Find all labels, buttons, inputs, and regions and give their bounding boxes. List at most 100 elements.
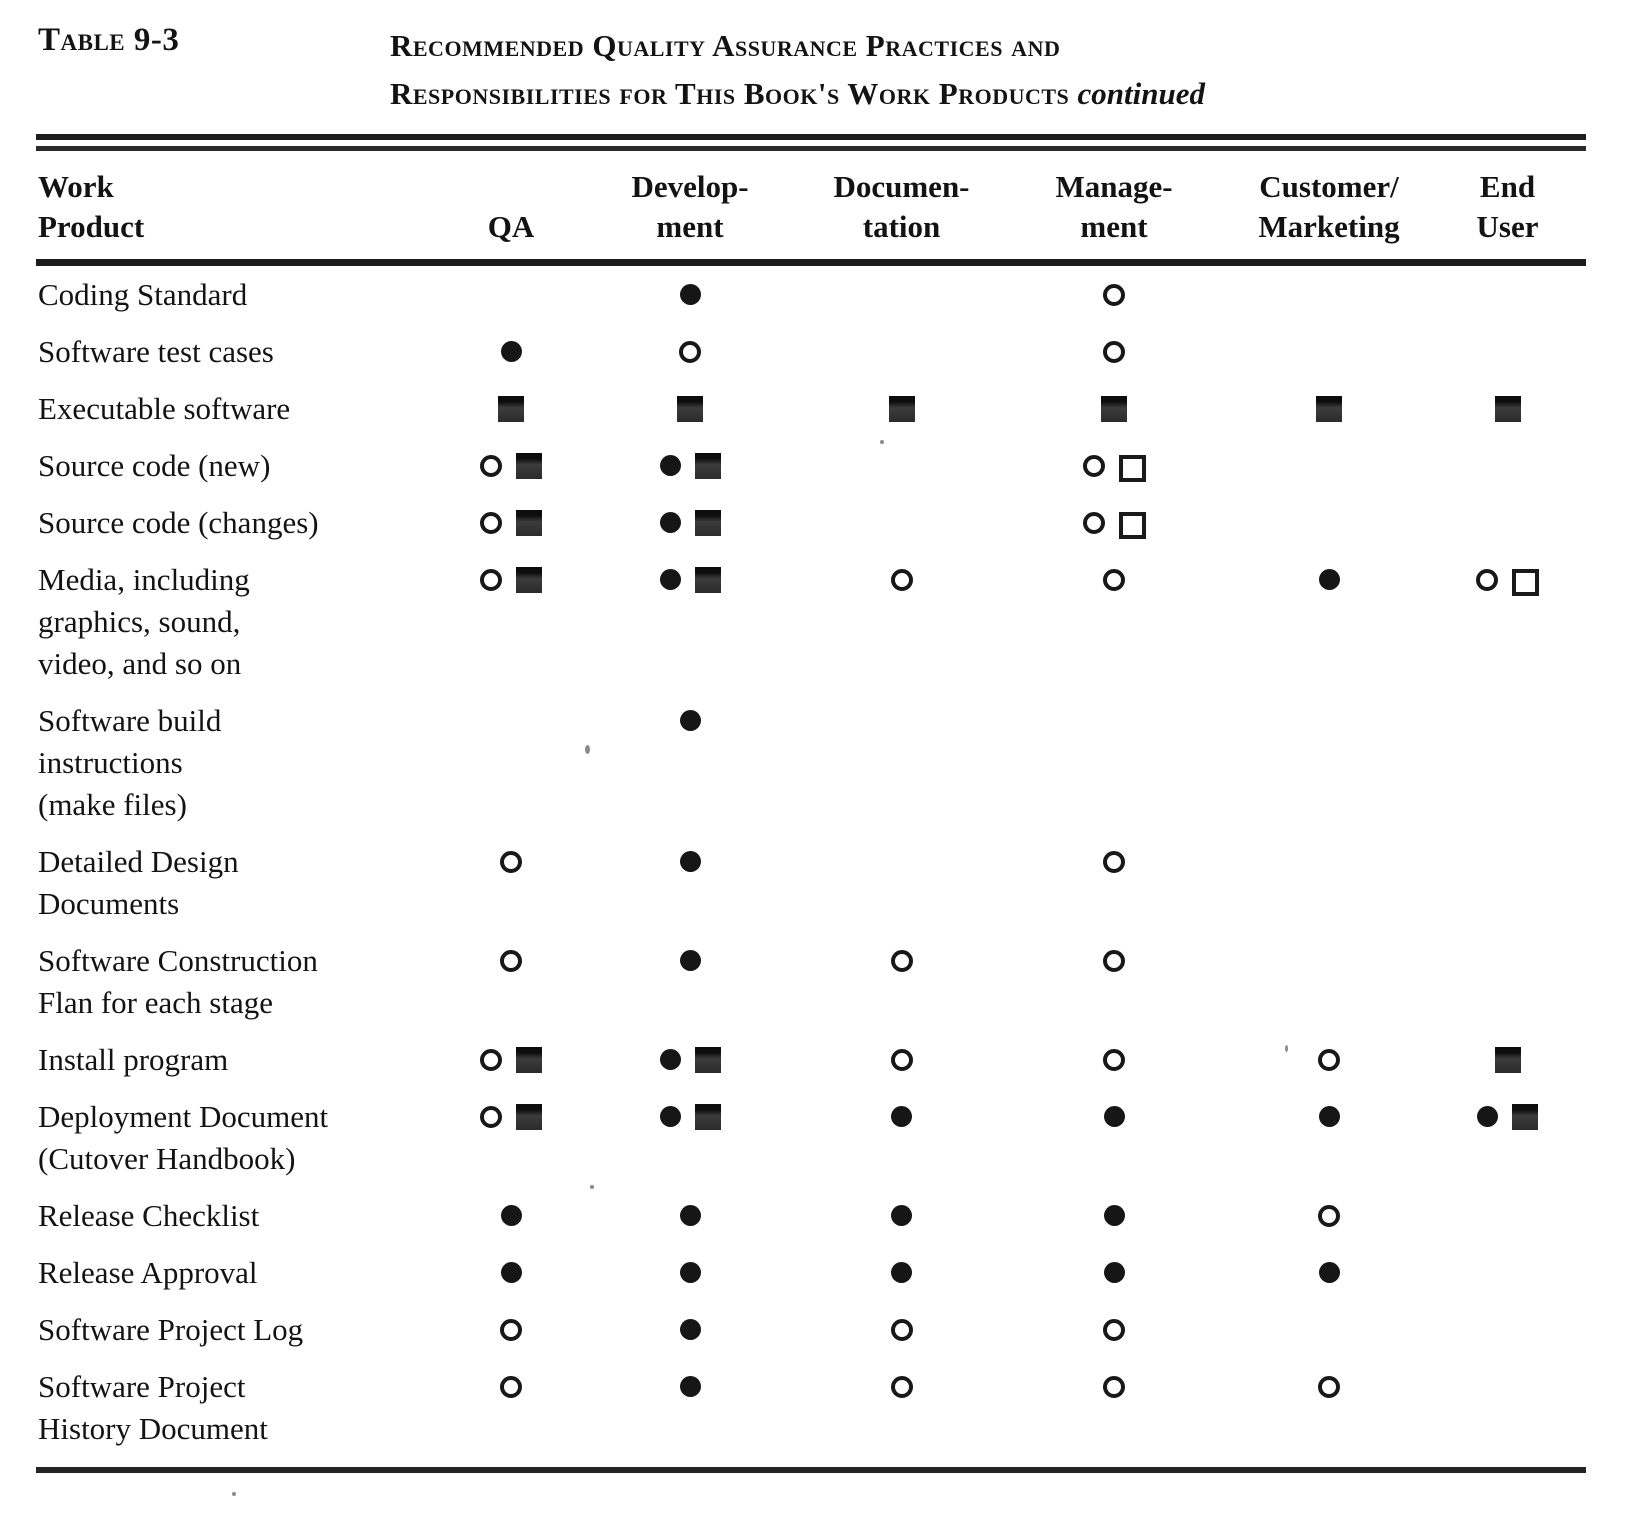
responsibility-cell	[446, 437, 576, 494]
filled-circle-icon	[1103, 1205, 1125, 1226]
filled-circle-icon	[891, 1205, 912, 1226]
responsibility-cell	[804, 1031, 999, 1088]
responsibility-cell	[999, 437, 1229, 494]
responsibility-cell	[1229, 380, 1429, 437]
responsibility-cell	[999, 323, 1229, 380]
work-product-label: Software test cases	[38, 334, 274, 369]
responsibility-cell	[576, 494, 804, 551]
open-square-icon	[1512, 569, 1539, 596]
open-circle-icon	[890, 569, 913, 591]
filled-circle-icon	[1103, 1106, 1125, 1127]
responsibility-cell	[446, 494, 576, 551]
filled-circle-icon	[659, 1106, 681, 1127]
responsibility-cell	[1429, 263, 1586, 324]
work-product-label: Deployment Document (Cutover Handbook)	[38, 1099, 329, 1176]
open-circle-icon	[1103, 1319, 1125, 1341]
filled-square-icon	[694, 453, 721, 479]
responsibility-cell	[1229, 1088, 1429, 1187]
table-row: Detailed Design Documents	[36, 833, 1586, 932]
filled-circle-icon	[500, 1262, 522, 1283]
open-circle-icon	[480, 1049, 502, 1071]
responsibility-cell	[1429, 1031, 1586, 1088]
filled-square-icon	[694, 1047, 721, 1073]
responsibility-cell	[999, 1088, 1229, 1187]
responsibility-cell	[576, 1187, 804, 1244]
responsibility-cell	[1229, 437, 1429, 494]
column-header-qa: QA	[446, 151, 576, 266]
responsibility-cell	[446, 833, 576, 932]
column-header-end-user: End User	[1429, 151, 1586, 266]
responsibility-cell	[804, 380, 999, 437]
responsibility-cell	[804, 551, 999, 692]
table-row: Media, including graphics, sound, video,…	[36, 551, 1586, 692]
scan-speck	[880, 440, 884, 444]
table-row: Software build instructions (make files)	[36, 692, 1586, 833]
filled-square-icon	[1512, 1104, 1538, 1130]
responsibility-cell	[1429, 1244, 1586, 1301]
table-title-line1: Recommended Quality Assurance Practices …	[390, 28, 1061, 63]
responsibility-cell	[1429, 323, 1586, 380]
work-product-label: Executable software	[38, 391, 291, 426]
table-row: Software Project History Document	[36, 1358, 1586, 1457]
responsibility-cell	[1429, 1187, 1586, 1244]
responsibility-cell	[1429, 551, 1586, 692]
open-circle-icon	[1082, 512, 1105, 534]
work-product-label: Install program	[38, 1042, 229, 1077]
filled-circle-icon	[1318, 1262, 1340, 1283]
responsibility-cell	[999, 263, 1229, 324]
open-circle-icon	[890, 950, 913, 972]
responsibility-cell	[1229, 1187, 1429, 1244]
responsibility-cell	[804, 494, 999, 551]
table-row: Deployment Document (Cutover Handbook)	[36, 1088, 1586, 1187]
responsibility-cell	[1229, 932, 1429, 1031]
responsibility-cell	[576, 323, 804, 380]
filled-circle-icon	[1318, 1106, 1340, 1127]
table-title-line2-wrap: Responsibilities for This Book's Work Pr…	[390, 70, 1205, 118]
work-product-label: Source code (changes)	[38, 505, 319, 540]
responsibility-cell	[576, 263, 804, 324]
open-circle-icon	[480, 569, 502, 591]
work-product-label: Software Project History Document	[38, 1369, 268, 1446]
open-circle-icon	[500, 851, 522, 873]
responsibility-cell	[1429, 932, 1586, 1031]
responsibility-cell	[576, 1301, 804, 1358]
work-product-label: Software Construction Flan for each stag…	[38, 943, 318, 1020]
responsibility-cell	[999, 494, 1229, 551]
table-row: Software Construction Flan for each stag…	[36, 932, 1586, 1031]
column-header-documentation: Documen- tation	[804, 151, 999, 266]
responsibility-cell	[1229, 263, 1429, 324]
work-product-label: Software Project Log	[38, 1312, 304, 1347]
open-square-icon	[1118, 512, 1146, 539]
responsibility-cell	[446, 263, 576, 324]
responsibility-cell	[804, 263, 999, 324]
responsibility-cell	[804, 323, 999, 380]
open-circle-icon	[1103, 851, 1125, 873]
responsibility-cell	[999, 380, 1229, 437]
filled-circle-icon	[659, 455, 681, 476]
header-row: Work Product QA Develop- ment Documen- t…	[36, 151, 1586, 266]
filled-circle-icon	[659, 1049, 681, 1070]
open-circle-icon	[890, 1319, 913, 1341]
responsibility-cell	[1229, 1358, 1429, 1457]
responsibility-cell	[446, 1358, 576, 1457]
responsibility-cell	[1229, 1031, 1429, 1088]
responsibility-cell	[999, 833, 1229, 932]
table-row: Coding Standard	[36, 263, 1586, 324]
filled-circle-icon	[891, 1262, 912, 1283]
open-circle-icon	[1103, 284, 1125, 306]
filled-square-icon	[1494, 396, 1521, 422]
responsibility-cell	[1229, 692, 1429, 833]
responsibility-cell	[999, 1031, 1229, 1088]
filled-circle-icon	[1477, 1106, 1498, 1127]
filled-square-icon	[694, 1104, 721, 1130]
open-circle-icon	[890, 1049, 913, 1071]
responsibility-cell	[446, 692, 576, 833]
open-circle-icon	[1318, 1376, 1340, 1398]
qa-practices-table-wrap: Work Product QA Develop- ment Documen- t…	[36, 134, 1586, 1473]
filled-square-icon	[694, 510, 721, 536]
table-caption: Table 9-3 Recommended Quality Assurance …	[0, 0, 1642, 118]
responsibility-cell	[804, 1244, 999, 1301]
responsibility-cell	[804, 1358, 999, 1457]
table-title: Recommended Quality Assurance Practices …	[390, 22, 1205, 118]
column-header-customer-marketing: Customer/ Marketing	[1229, 151, 1429, 266]
